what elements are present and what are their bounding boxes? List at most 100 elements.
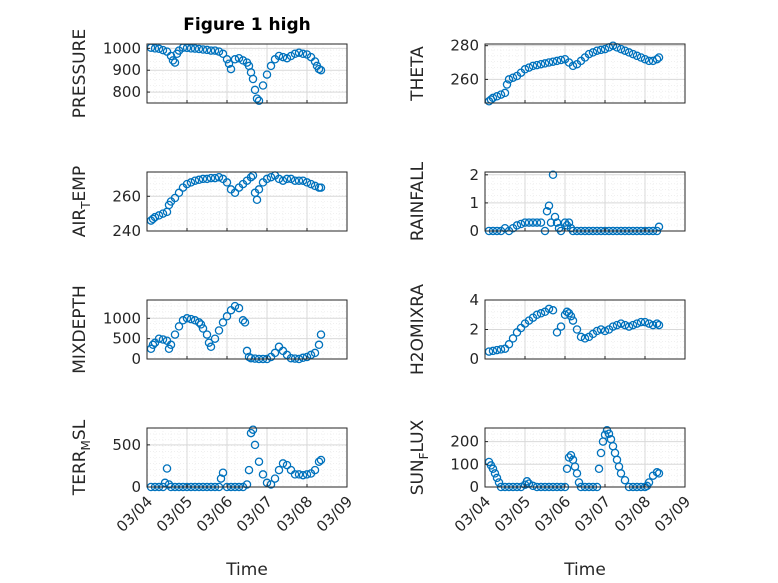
data-point <box>302 178 312 187</box>
x-axis-label: Time <box>563 560 606 580</box>
data-point <box>290 470 300 479</box>
data-point <box>194 318 204 327</box>
data-point <box>258 470 268 479</box>
data-point <box>314 457 324 466</box>
data-point <box>286 174 296 184</box>
x-tick-label: 03/05 <box>491 492 534 535</box>
y-axis-label: TERRMSL <box>70 419 93 496</box>
data-point <box>290 49 300 59</box>
x-tick-label: 03/07 <box>571 492 614 535</box>
data-point <box>488 464 498 474</box>
data-point <box>270 474 280 483</box>
data-point <box>198 174 208 184</box>
y-tick-label: 1000 <box>103 309 141 327</box>
data-point <box>206 46 216 55</box>
data-point <box>214 326 224 335</box>
data-point <box>556 55 566 65</box>
data-point <box>168 56 178 65</box>
data-point <box>648 320 658 330</box>
y-tick-label: 1 <box>469 194 479 212</box>
data-point <box>204 338 214 347</box>
y-axis-label: THETA <box>408 46 428 102</box>
data-point <box>226 64 236 74</box>
x-tick-label: 03/04 <box>113 492 156 535</box>
data-point <box>522 477 532 486</box>
data-point <box>278 52 288 62</box>
data-point <box>316 455 326 465</box>
data-point <box>274 51 284 61</box>
data-point <box>562 464 572 474</box>
data-point <box>566 311 576 321</box>
y-tick-label: 500 <box>112 436 141 454</box>
data-point <box>488 346 498 356</box>
data-point <box>254 457 264 466</box>
data-point <box>174 188 184 198</box>
x-tick-label: 03/07 <box>233 492 276 535</box>
data-point <box>548 306 558 315</box>
data-point <box>282 174 292 184</box>
data-point <box>654 53 664 62</box>
data-point <box>572 325 582 334</box>
data-point <box>170 58 180 67</box>
data-point <box>644 56 654 66</box>
data-point <box>566 450 576 460</box>
data-point <box>160 478 170 488</box>
data-point <box>596 45 606 55</box>
data-point <box>624 48 634 57</box>
y-axis-label: H2OMIXRA <box>408 284 428 375</box>
y-tick-label: 2 <box>469 321 479 339</box>
data-point <box>592 46 602 55</box>
data-point <box>302 470 312 479</box>
data-point <box>170 193 180 203</box>
data-point <box>154 334 164 343</box>
data-point <box>298 470 308 480</box>
data-point <box>490 469 500 478</box>
data-point <box>596 325 606 334</box>
data-point <box>240 318 250 327</box>
data-point <box>248 74 258 84</box>
data-point <box>504 75 514 84</box>
data-point <box>620 475 630 485</box>
data-point <box>248 425 258 434</box>
data-point <box>218 318 228 327</box>
data-point <box>644 478 654 487</box>
data-point <box>568 61 578 71</box>
data-point <box>532 218 542 227</box>
data-point <box>182 314 192 323</box>
data-point <box>298 176 308 185</box>
y-tick-label: 0 <box>131 478 141 496</box>
data-point <box>520 218 530 227</box>
data-point <box>164 344 174 354</box>
data-point <box>542 207 552 216</box>
data-point <box>194 175 204 185</box>
data-point <box>502 80 512 89</box>
data-point <box>218 49 228 59</box>
data-point <box>162 464 172 473</box>
data-point <box>316 183 326 192</box>
data-point <box>210 46 220 55</box>
y-tick-label: 280 <box>450 37 479 55</box>
x-tick-label: 03/08 <box>611 492 654 535</box>
y-tick-label: 500 <box>112 330 141 348</box>
data-point <box>504 340 514 349</box>
data-point <box>202 45 212 55</box>
y-tick-label: 1000 <box>103 39 141 57</box>
data-point <box>316 330 326 339</box>
data-point <box>552 218 562 227</box>
axes-box <box>484 171 686 232</box>
data-point <box>508 73 518 82</box>
data-point <box>224 59 234 68</box>
subplot-title: Figure 1 high <box>183 15 311 35</box>
x-tick-label: 03/09 <box>313 492 356 535</box>
data-point <box>640 54 650 64</box>
data-point <box>250 440 260 450</box>
data-point <box>314 340 324 350</box>
y-tick-label: 200 <box>450 433 479 451</box>
data-point <box>608 322 618 331</box>
data-point <box>278 176 288 185</box>
data-point <box>294 470 304 479</box>
data-point <box>214 172 224 182</box>
data-point <box>552 56 562 66</box>
data-point <box>588 48 598 57</box>
